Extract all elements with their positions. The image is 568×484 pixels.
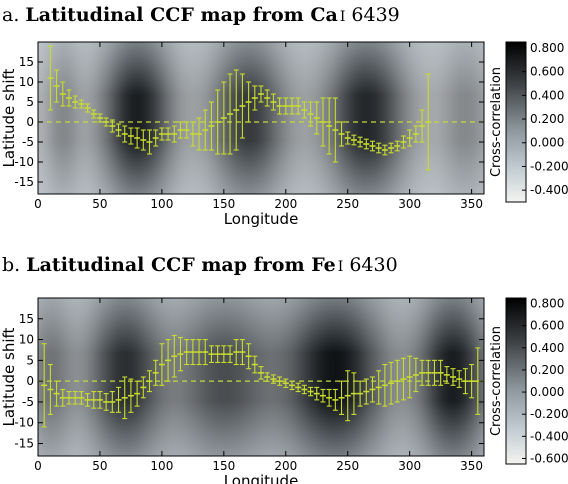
colorbar-tick-label: 0.000 <box>530 385 564 399</box>
heatmap-fade <box>38 42 484 194</box>
colorbar-tick-label: 0.400 <box>530 88 564 102</box>
x-tick-label: 50 <box>92 197 107 211</box>
plot-frame <box>37 297 485 457</box>
x-tick-label: 200 <box>274 197 297 211</box>
panel-b-title-prefix: b. <box>2 254 27 276</box>
y-tick-label: -10 <box>14 416 34 430</box>
x-tick-label: 150 <box>212 197 235 211</box>
colorbar-tick-label: 0.200 <box>530 363 564 377</box>
x-tick-label: 350 <box>460 459 483 473</box>
x-tick-label: 100 <box>150 197 173 211</box>
colorbar-tick-label: 0.600 <box>530 319 564 333</box>
y-tick-label: 5 <box>26 353 34 367</box>
panel-a-title-ion: I <box>339 9 346 25</box>
x-tick-label: 250 <box>336 197 359 211</box>
y-tick-label: 5 <box>26 95 34 109</box>
panel-b-title: b. Latitudinal CCF map from Fe I 6430 <box>2 254 398 276</box>
plot-frame <box>37 41 485 195</box>
colorbar-tick-label: -0.200 <box>530 159 568 173</box>
y-axis-label: Latitude shift <box>0 68 18 167</box>
chart-a: 0 50 100 150 200 250 300 350 -15 -10 -5 0 5 10 15 Longi… <box>0 41 568 228</box>
y-tick-label: 0 <box>26 115 34 129</box>
panel-b-title-main: Latitudinal CCF map from Fe <box>26 254 336 276</box>
colorbar <box>505 41 527 203</box>
y-tick-label: -5 <box>22 135 34 149</box>
y-tick-label: -15 <box>14 437 34 451</box>
colorbar-tick-label: 0.200 <box>530 112 564 126</box>
colorbar-tick-label: -0.200 <box>530 407 568 421</box>
chart-b: 0 50 100 150 200 250 300 350 -15 -10 -5 0 5 10 15 Longi… <box>0 297 568 484</box>
panel-a-title-prefix: a. <box>2 4 26 26</box>
y-axis-label: Latitude shift <box>0 327 18 426</box>
colorbar-label: Cross-correlation <box>489 67 504 177</box>
colorbar-tick-label: 0.600 <box>530 65 564 79</box>
colorbar-tick-label: 0.800 <box>530 297 564 311</box>
x-tick-label: 100 <box>150 459 173 473</box>
y-tick-label: 10 <box>19 75 34 89</box>
colorbar-tick-label: 0.800 <box>530 41 564 55</box>
y-tick-label: -10 <box>14 155 34 169</box>
y-tick-label: 15 <box>19 312 34 326</box>
panel-b-title-ion: I <box>337 259 344 275</box>
colorbar-tick-label: 0.400 <box>530 341 564 355</box>
colorbar-tick-label: -0.400 <box>530 183 568 197</box>
x-tick-label: 300 <box>398 459 421 473</box>
panel-b-title-line: 6430 <box>349 254 398 276</box>
colorbar-tick-label: -0.400 <box>530 429 568 443</box>
x-tick-label: 0 <box>34 459 42 473</box>
y-tick-label: 10 <box>19 333 34 347</box>
colorbar-tick-label: 0.000 <box>530 136 564 150</box>
x-tick-label: 250 <box>336 459 359 473</box>
x-tick-label: 200 <box>274 459 297 473</box>
panel-a-title: a. Latitudinal CCF map from Ca I 6439 <box>2 4 400 26</box>
x-tick-label: 350 <box>460 197 483 211</box>
panel-a-title-main: Latitudinal CCF map from Ca <box>25 4 338 26</box>
panel-a-title-line: 6439 <box>351 4 400 26</box>
y-tick-label: 15 <box>19 55 34 69</box>
colorbar <box>505 297 527 465</box>
x-tick-label: 50 <box>92 459 107 473</box>
colorbar-label: Cross-correlation <box>489 326 504 436</box>
colorbar-tick-label: -0.600 <box>530 451 568 465</box>
y-tick-label: -15 <box>14 175 34 189</box>
x-axis-label: Longitude <box>224 472 299 484</box>
x-axis-label: Longitude <box>224 210 299 228</box>
x-tick-label: 150 <box>212 459 235 473</box>
y-tick-label: -5 <box>22 395 34 409</box>
y-tick-label: 0 <box>26 374 34 388</box>
x-tick-label: 300 <box>398 197 421 211</box>
x-tick-label: 0 <box>34 197 42 211</box>
